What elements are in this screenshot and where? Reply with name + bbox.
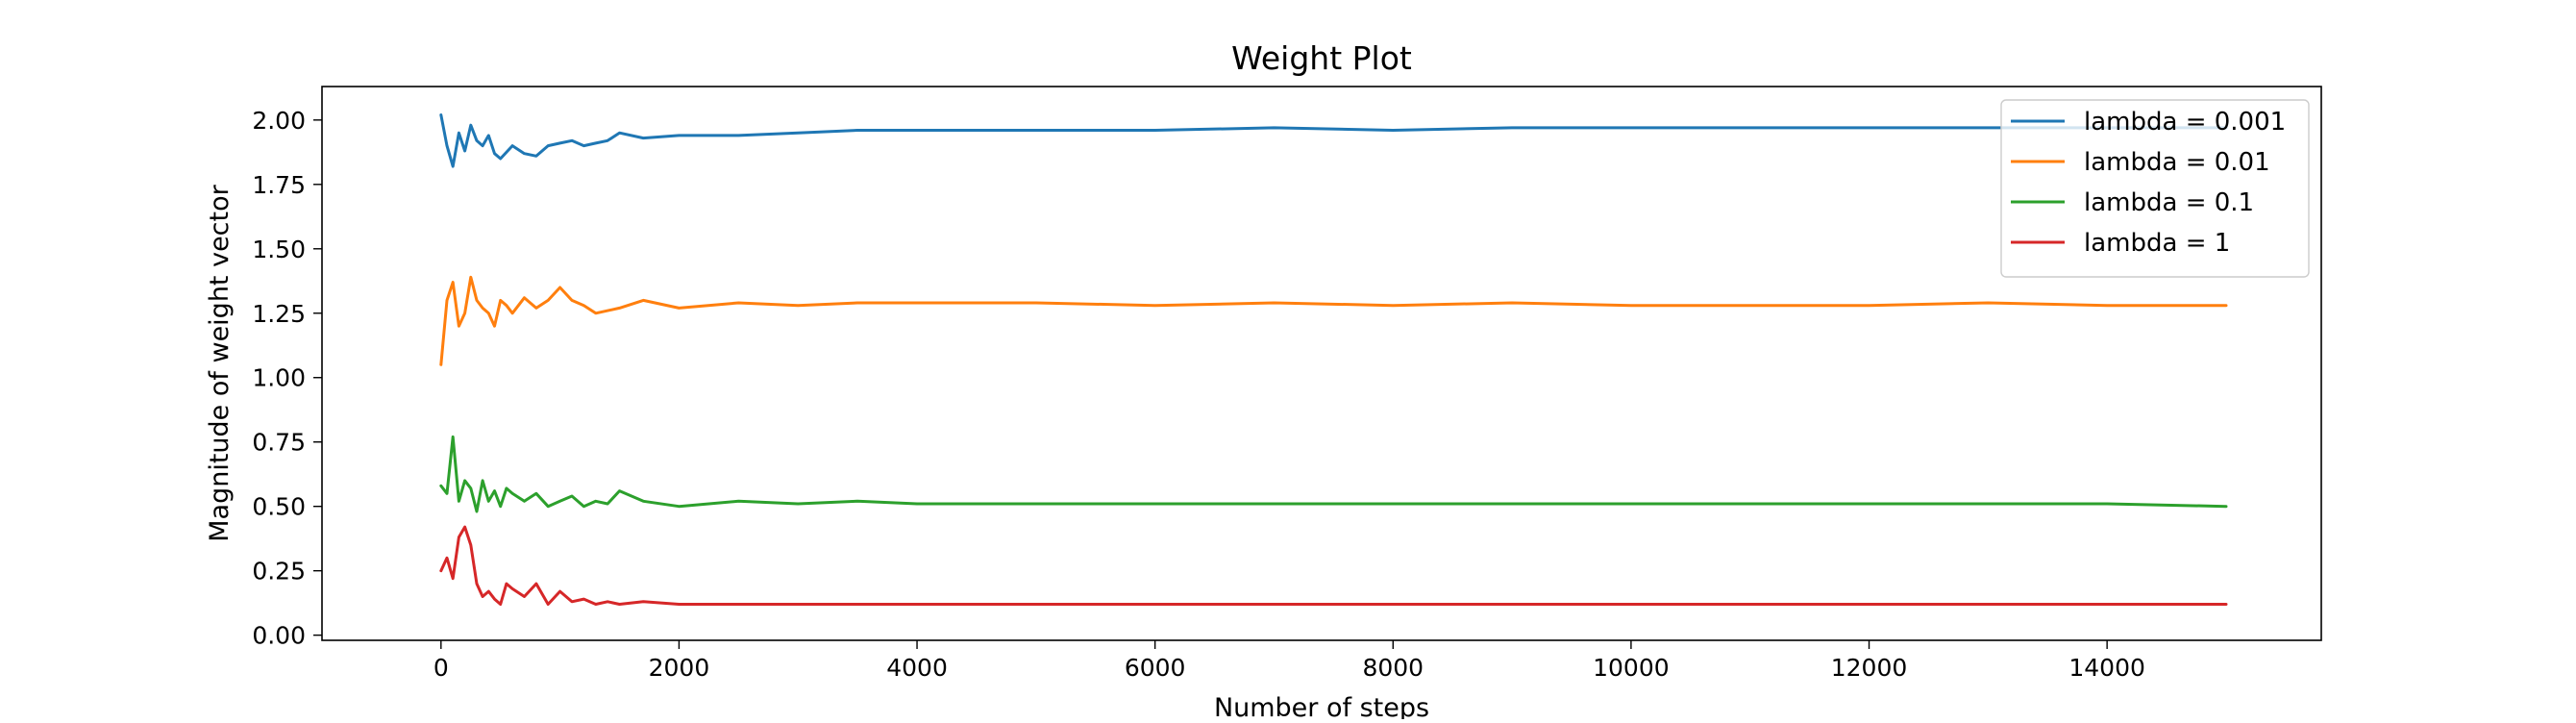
axes-frame — [321, 86, 2322, 641]
x-tick-label: 14000 — [2068, 654, 2145, 682]
series-line-3 — [439, 525, 2228, 606]
legend-entry: lambda = 0.001 — [2084, 108, 2286, 137]
plot-area — [321, 86, 2322, 641]
y-tick-label: 2.00 — [252, 107, 306, 135]
legend-entry: lambda = 0.1 — [2084, 188, 2254, 217]
legend-entry: lambda = 0.01 — [2084, 148, 2270, 177]
y-tick-label: 1.75 — [252, 171, 306, 199]
series-line-1 — [439, 275, 2228, 366]
x-tick-label: 4000 — [886, 654, 948, 682]
y-axis: 0.00 0.25 0.50 0.75 1.00 1.25 1.50 1.75 2.00 — [252, 107, 322, 650]
x-tick-label: 6000 — [1125, 654, 1186, 682]
x-axis: 0 2000 4000 6000 8000 10000 12000 14000 — [433, 640, 2145, 682]
x-tick-label: 2000 — [649, 654, 710, 682]
y-tick-label: 0.25 — [252, 558, 306, 586]
x-tick-label: 10000 — [1593, 654, 1670, 682]
legend: lambda = 0.001 lambda = 0.01 lambda = 0.1 l… — [2000, 99, 2310, 278]
y-tick-label: 0.75 — [252, 429, 306, 457]
y-tick-label: 0.00 — [252, 622, 306, 650]
y-tick-label: 1.00 — [252, 364, 306, 392]
x-tick-label: 0 — [433, 654, 449, 682]
chart-title: Weight Plot — [1231, 39, 1412, 77]
y-tick-label: 1.25 — [252, 300, 306, 328]
y-tick-label: 1.50 — [252, 236, 306, 263]
series-line-2 — [439, 435, 2228, 513]
series-line-0 — [439, 113, 2228, 168]
series-group — [439, 113, 2228, 606]
legend-entry: lambda = 1 — [2084, 229, 2230, 258]
legend-box — [2000, 99, 2310, 278]
x-axis-label: Number of steps — [1214, 693, 1429, 719]
y-axis-label: Magnitude of weight vector — [205, 184, 235, 541]
x-tick-label: 8000 — [1362, 654, 1424, 682]
x-tick-label: 12000 — [1831, 654, 1908, 682]
y-tick-label: 0.50 — [252, 493, 306, 521]
